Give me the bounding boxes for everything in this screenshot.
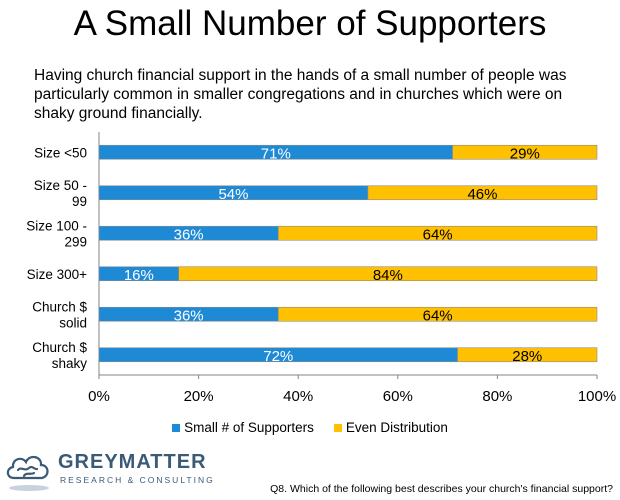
legend-label-even-distribution: Even Distribution [345, 420, 448, 435]
legend-item-even-distribution: Even Distribution [333, 420, 448, 436]
bar-even-distribution [452, 144, 598, 160]
x-tick-label: 40% [283, 388, 313, 405]
data-label-small-supporters: 36% [174, 307, 204, 324]
data-label-even-distribution: 64% [423, 226, 453, 243]
data-label-small-supporters: 54% [218, 186, 248, 203]
x-tick-label: 0% [88, 388, 110, 405]
data-label-even-distribution: 28% [512, 348, 542, 365]
legend-swatch-even-distribution [333, 424, 342, 432]
data-label-small-supporters: 16% [124, 267, 154, 284]
legend-label-small-supporters: Small # of Supporters [184, 420, 314, 435]
x-tick-label: 100% [578, 388, 616, 405]
data-label-small-supporters: 72% [263, 348, 293, 365]
bar-even-distribution [277, 225, 598, 241]
bar-even-distribution [178, 266, 598, 282]
category-label: Size 300+ [27, 267, 88, 282]
x-tick-label: 60% [383, 388, 413, 405]
x-tick-label: 80% [482, 388, 512, 405]
bar-even-distribution [367, 185, 598, 201]
greymatter-logo-icon [6, 455, 49, 491]
logo-tagline: RESEARCH & CONSULTING [60, 475, 215, 485]
data-label-even-distribution: 64% [423, 307, 453, 324]
bar-even-distribution [277, 306, 598, 322]
data-label-even-distribution: 29% [510, 145, 540, 162]
data-label-small-supporters: 36% [174, 226, 204, 243]
data-label-small-supporters: 71% [261, 145, 291, 162]
category-label: Size <50 [34, 145, 87, 160]
logo-name: GREYMATTER [58, 451, 207, 473]
legend-item-small-supporters: Small # of Supporters [172, 420, 314, 436]
data-label-even-distribution: 46% [467, 186, 497, 203]
category-label: Church $ solid [32, 299, 87, 330]
legend-swatch-small-supporters [172, 424, 181, 432]
legend: Small # of Supporters Even Distribution [0, 420, 620, 436]
chart-subtitle: Having church financial support in the h… [34, 67, 567, 122]
bar-chart: 0% 20% 40% 60% 80% 100% Size <50 71% 29% Size 50 … [26, 132, 616, 405]
x-tick-label: 20% [184, 388, 214, 405]
data-label-even-distribution: 84% [373, 267, 403, 284]
bar-even-distribution [457, 347, 598, 363]
category-label: Church $ shaky [32, 340, 87, 371]
chart-title: A Small Number of Supporters [73, 4, 547, 43]
footnote: Q8. Which of the following best describe… [270, 483, 613, 495]
category-label: Size 50 -99 [34, 178, 87, 209]
category-label: Size 100 -299 [26, 218, 87, 249]
